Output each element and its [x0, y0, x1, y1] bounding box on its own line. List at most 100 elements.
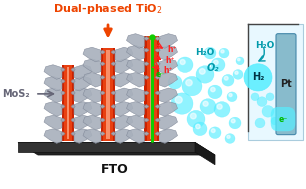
Polygon shape [71, 79, 75, 83]
Polygon shape [155, 91, 160, 95]
Polygon shape [74, 88, 92, 103]
Polygon shape [144, 105, 149, 108]
Polygon shape [83, 59, 101, 74]
Circle shape [244, 64, 272, 91]
Circle shape [204, 47, 216, 59]
Circle shape [231, 119, 235, 123]
Circle shape [187, 110, 205, 128]
Polygon shape [155, 132, 160, 136]
Circle shape [222, 74, 234, 86]
Polygon shape [155, 75, 160, 79]
Polygon shape [61, 91, 65, 95]
Circle shape [200, 99, 216, 114]
Polygon shape [126, 59, 144, 74]
Polygon shape [150, 38, 154, 139]
Polygon shape [18, 142, 195, 152]
Circle shape [203, 101, 208, 106]
Polygon shape [144, 62, 149, 66]
Polygon shape [144, 36, 147, 141]
Polygon shape [155, 48, 160, 52]
Polygon shape [111, 75, 116, 79]
Polygon shape [126, 129, 144, 143]
Circle shape [221, 50, 224, 53]
Polygon shape [159, 129, 177, 143]
Circle shape [211, 58, 225, 72]
Circle shape [186, 80, 192, 86]
Polygon shape [195, 142, 215, 165]
Circle shape [233, 70, 243, 79]
Polygon shape [74, 115, 92, 130]
Text: e⁻: e⁻ [156, 70, 165, 79]
Polygon shape [111, 132, 116, 136]
Polygon shape [61, 79, 65, 83]
Polygon shape [83, 102, 101, 116]
Polygon shape [126, 45, 144, 60]
Polygon shape [115, 115, 133, 130]
Polygon shape [61, 68, 65, 72]
Polygon shape [62, 65, 64, 141]
Polygon shape [44, 76, 62, 91]
Circle shape [208, 85, 222, 99]
Polygon shape [83, 73, 101, 87]
Circle shape [214, 60, 218, 64]
Text: MoS₂: MoS₂ [2, 89, 30, 99]
Circle shape [219, 48, 229, 58]
Polygon shape [83, 129, 101, 143]
Circle shape [190, 113, 196, 119]
Circle shape [193, 122, 207, 136]
Circle shape [217, 104, 222, 109]
Circle shape [211, 129, 215, 132]
Circle shape [180, 60, 185, 64]
Polygon shape [71, 68, 75, 72]
Circle shape [171, 78, 175, 82]
Text: O₂: O₂ [207, 63, 219, 73]
Polygon shape [71, 118, 75, 122]
Text: h⁺: h⁺ [167, 45, 177, 54]
Circle shape [227, 135, 230, 138]
Polygon shape [71, 91, 75, 95]
Polygon shape [155, 37, 160, 40]
Polygon shape [155, 118, 160, 122]
FancyBboxPatch shape [248, 24, 303, 140]
Polygon shape [159, 45, 177, 60]
Circle shape [251, 93, 259, 101]
FancyBboxPatch shape [276, 34, 296, 135]
Circle shape [266, 93, 274, 101]
Circle shape [262, 105, 274, 117]
Circle shape [206, 49, 210, 53]
Circle shape [168, 75, 182, 89]
Polygon shape [100, 118, 105, 122]
Polygon shape [159, 115, 177, 130]
Polygon shape [83, 115, 101, 130]
Polygon shape [100, 75, 105, 79]
Circle shape [235, 71, 238, 74]
Polygon shape [44, 88, 62, 103]
Polygon shape [144, 48, 149, 52]
Polygon shape [111, 62, 116, 66]
Polygon shape [44, 115, 62, 130]
Text: h⁺: h⁺ [165, 56, 174, 65]
Polygon shape [100, 105, 105, 108]
Text: Dual-phased TiO$_2$: Dual-phased TiO$_2$ [53, 2, 163, 16]
Polygon shape [64, 65, 72, 141]
Polygon shape [111, 118, 116, 122]
Circle shape [271, 117, 279, 125]
Circle shape [236, 57, 244, 65]
Polygon shape [144, 118, 149, 122]
Circle shape [214, 102, 230, 117]
Polygon shape [144, 132, 149, 136]
Text: H₂O: H₂O [195, 48, 215, 57]
Polygon shape [115, 102, 133, 116]
Polygon shape [126, 34, 144, 48]
Circle shape [182, 76, 202, 96]
Polygon shape [126, 102, 144, 116]
Polygon shape [100, 62, 105, 66]
Circle shape [229, 94, 232, 97]
Polygon shape [44, 129, 62, 143]
Circle shape [171, 93, 193, 114]
Polygon shape [144, 75, 149, 79]
Circle shape [196, 66, 214, 83]
Polygon shape [100, 91, 105, 95]
Polygon shape [115, 59, 133, 74]
Polygon shape [126, 88, 144, 103]
